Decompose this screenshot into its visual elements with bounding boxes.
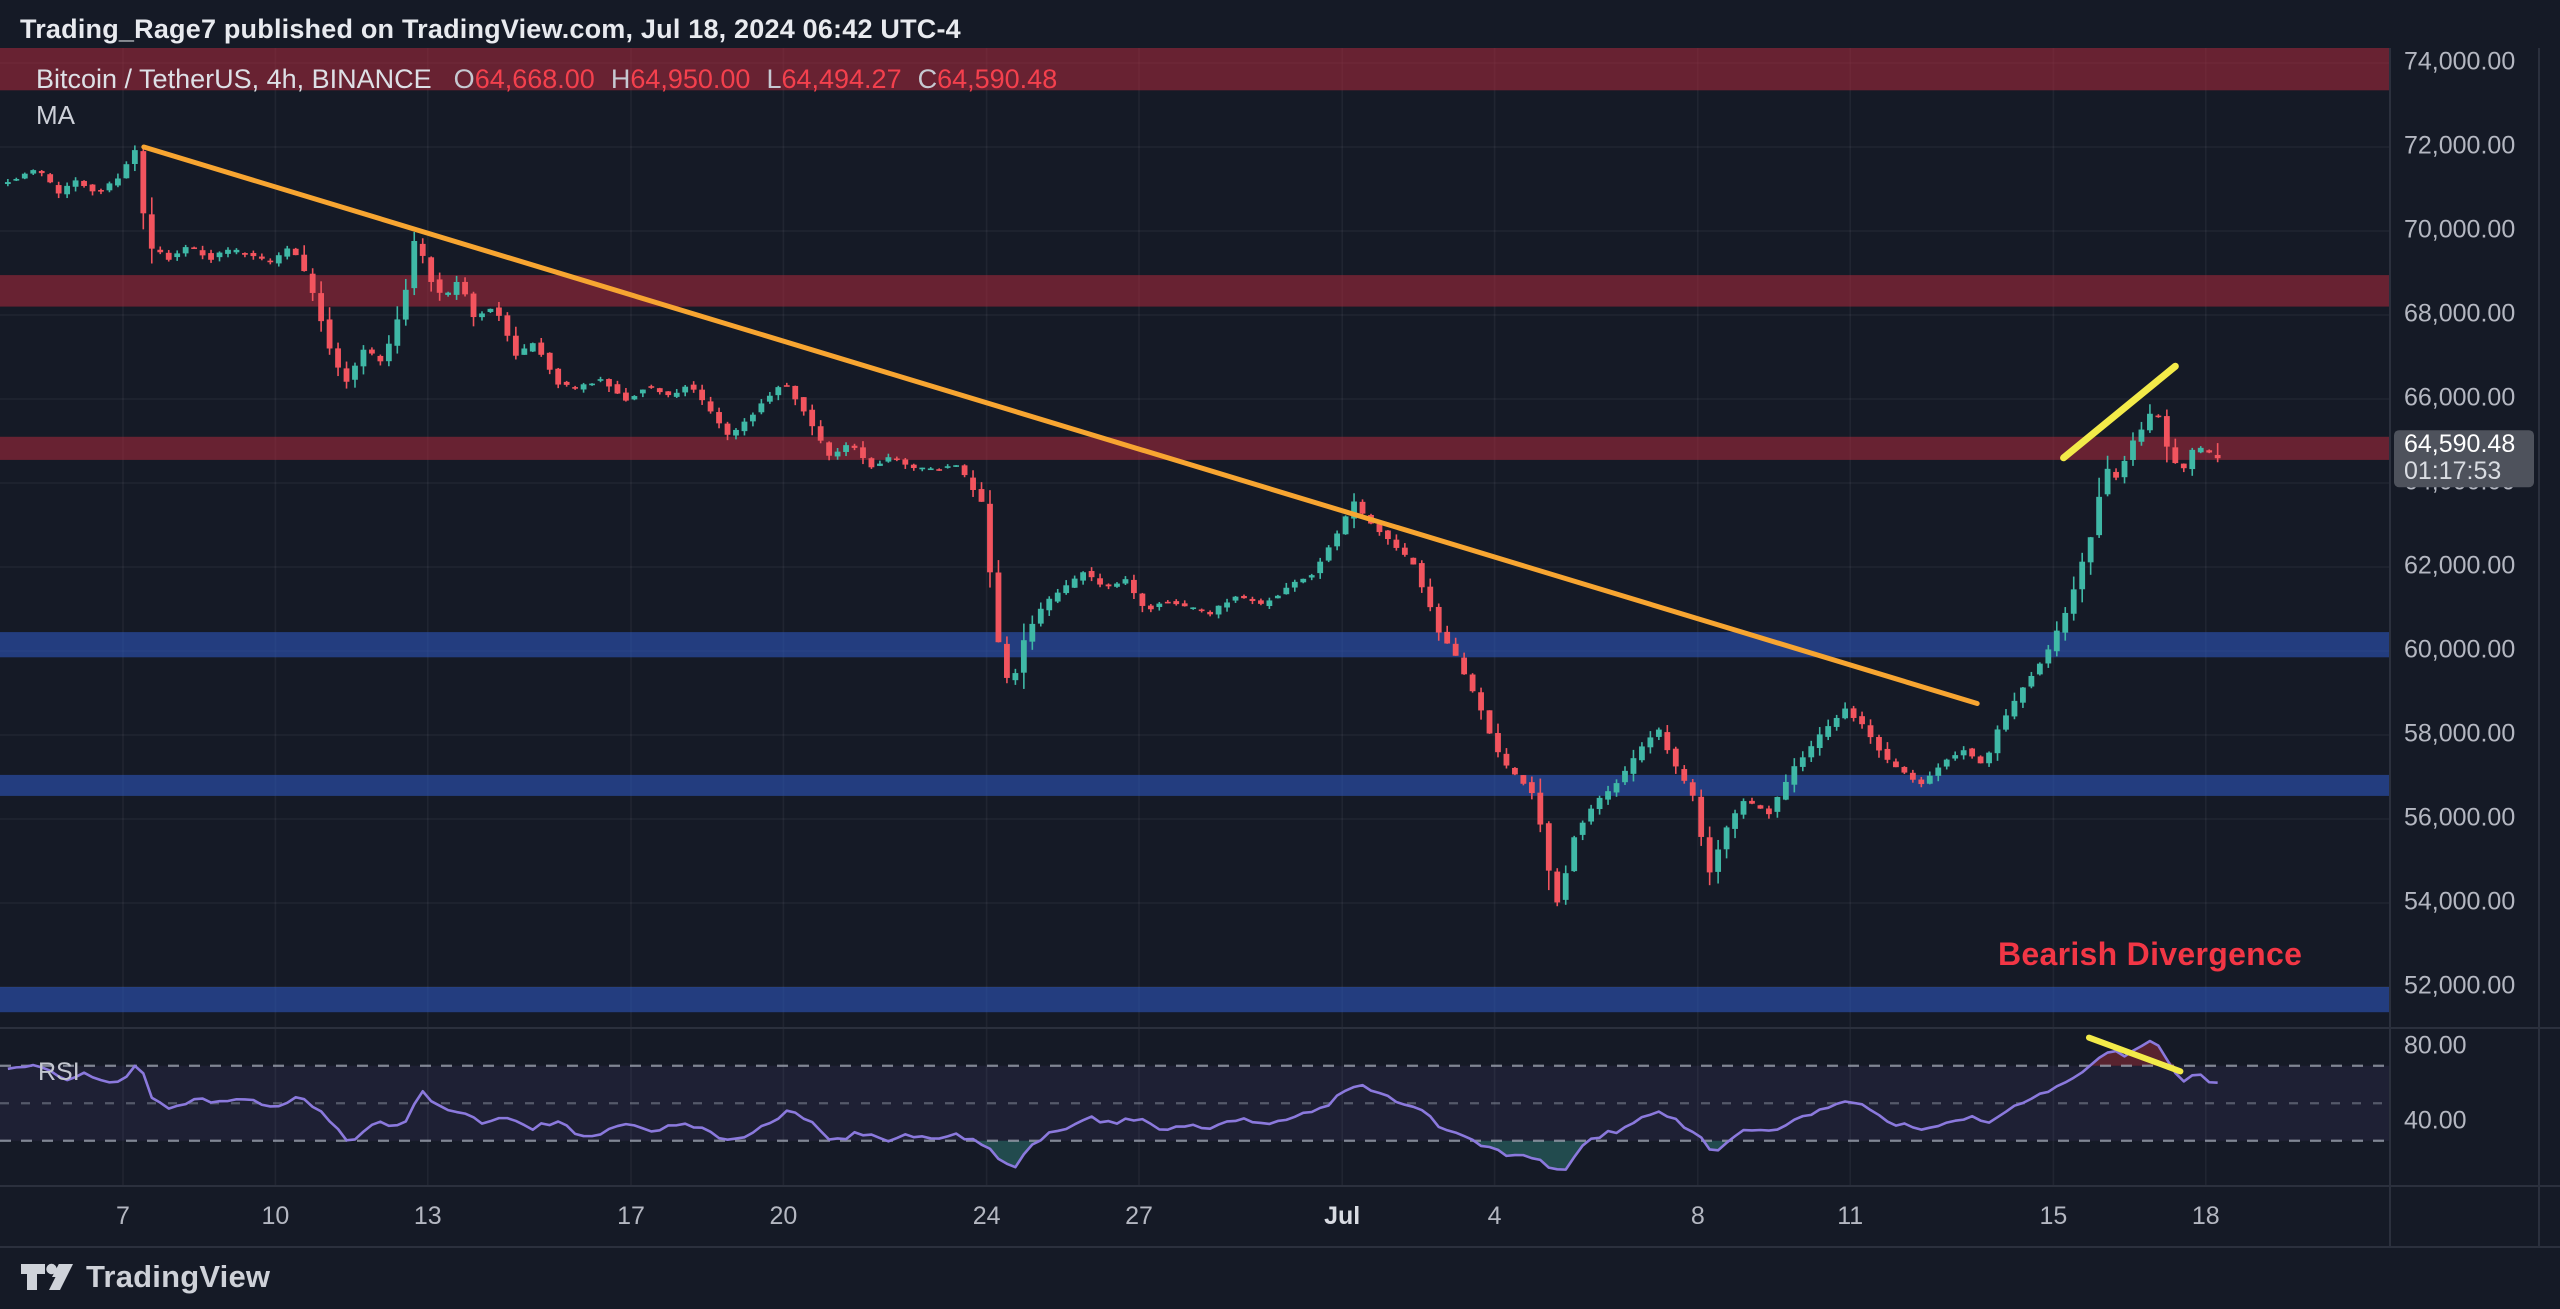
price-tick-label: 52,000.00 [2404, 972, 2515, 1000]
resistance-zone[interactable] [0, 48, 2390, 91]
rsi-indicator-label[interactable]: RSI [38, 1058, 80, 1086]
price-tick-label: 72,000.00 [2404, 132, 2515, 160]
price-tick-label: 62,000.00 [2404, 552, 2515, 580]
resistance-zone[interactable] [0, 275, 2390, 307]
price-tick-label: 56,000.00 [2404, 804, 2515, 832]
rsi-line[interactable] [7, 1039, 2218, 1171]
candlestick-series[interactable] [4, 145, 2221, 907]
time-tick-label: 27 [1125, 1202, 1153, 1230]
ohlc-h: H64,950.00 [610, 64, 751, 94]
time-tick-label: 15 [2039, 1202, 2067, 1230]
time-tick-label: 18 [2192, 1202, 2220, 1230]
support-zone[interactable] [0, 774, 2390, 796]
rsi-lower-highs-trendline[interactable] [2085, 1034, 2184, 1075]
bearish-divergence-annotation: Bearish Divergence [1998, 936, 2303, 972]
resistance-zone[interactable] [0, 436, 2390, 460]
time-tick-label: 7 [116, 1202, 130, 1230]
rsi-oversold-fill [7, 1140, 2218, 1170]
time-tick-label: 17 [617, 1202, 645, 1230]
rsi-band [0, 1065, 2390, 1141]
tradingview-brand: TradingView [86, 1259, 271, 1294]
time-tick-label: 24 [973, 1202, 1001, 1230]
price-tick-label: 66,000.00 [2404, 384, 2515, 412]
rsi-tick-label: 40.00 [2404, 1107, 2467, 1135]
bar-countdown: 01:17:53 [2404, 457, 2501, 485]
symbol-legend[interactable]: Bitcoin / TetherUS, 4h, BINANCE O64,668.0… [36, 63, 1073, 95]
time-tick-label: 20 [769, 1202, 797, 1230]
price-tick-label: 60,000.00 [2404, 636, 2515, 664]
tradingview-logo-icon [21, 1263, 73, 1290]
publish-caption: Trading_Rage7 published on TradingView.c… [20, 14, 961, 44]
tradingview-footer: TradingView [20, 1258, 270, 1296]
symbol-title[interactable]: Bitcoin / TetherUS, 4h, BINANCE [36, 64, 432, 94]
price-tick-label: 74,000.00 [2404, 48, 2515, 76]
ma-indicator-label[interactable]: MA [36, 100, 75, 130]
ohlc-readout: O64,668.00 H64,950.00 L64,494.27 C64,590.48 [454, 64, 1074, 94]
time-tick-label: 13 [414, 1202, 442, 1230]
time-tick-label: 4 [1488, 1202, 1502, 1230]
ohlc-l: L64,494.27 [766, 64, 902, 94]
last-price-badge[interactable] [2394, 430, 2534, 488]
price-tick-label: 70,000.00 [2404, 216, 2515, 244]
grid-lines [0, 48, 2390, 1186]
time-tick-label: 11 [1837, 1202, 1863, 1230]
ohlc-o: O64,668.00 [453, 64, 595, 94]
price-tick-label: 68,000.00 [2404, 300, 2515, 328]
price-axis[interactable]: 74,000.00 72,000.00 70,000.00 68,000.00 66,0… [2394, 48, 2534, 1135]
time-tick-label: Jul [1324, 1202, 1360, 1230]
price-tick-label: 58,000.00 [2404, 720, 2515, 748]
support-zone[interactable] [0, 632, 2390, 658]
descending-resistance-trendline[interactable] [141, 144, 1980, 706]
rsi-overbought-fill [7, 1041, 2218, 1066]
support-zone[interactable] [0, 987, 2390, 1013]
time-axis[interactable]: 7 10 13 17 20 24 27 Jul 4 8 11 15 18 [116, 1202, 2220, 1230]
ohlc-c: C64,590.48 [917, 64, 1058, 94]
rsi-tick-label: 80.00 [2404, 1032, 2467, 1060]
last-price-value: 64,590.48 [2404, 430, 2515, 458]
price-tick-label: 54,000.00 [2404, 888, 2515, 916]
time-tick-label: 10 [261, 1202, 289, 1230]
price-higher-highs-trendline[interactable] [2060, 362, 2179, 462]
time-tick-label: 8 [1691, 1202, 1705, 1230]
